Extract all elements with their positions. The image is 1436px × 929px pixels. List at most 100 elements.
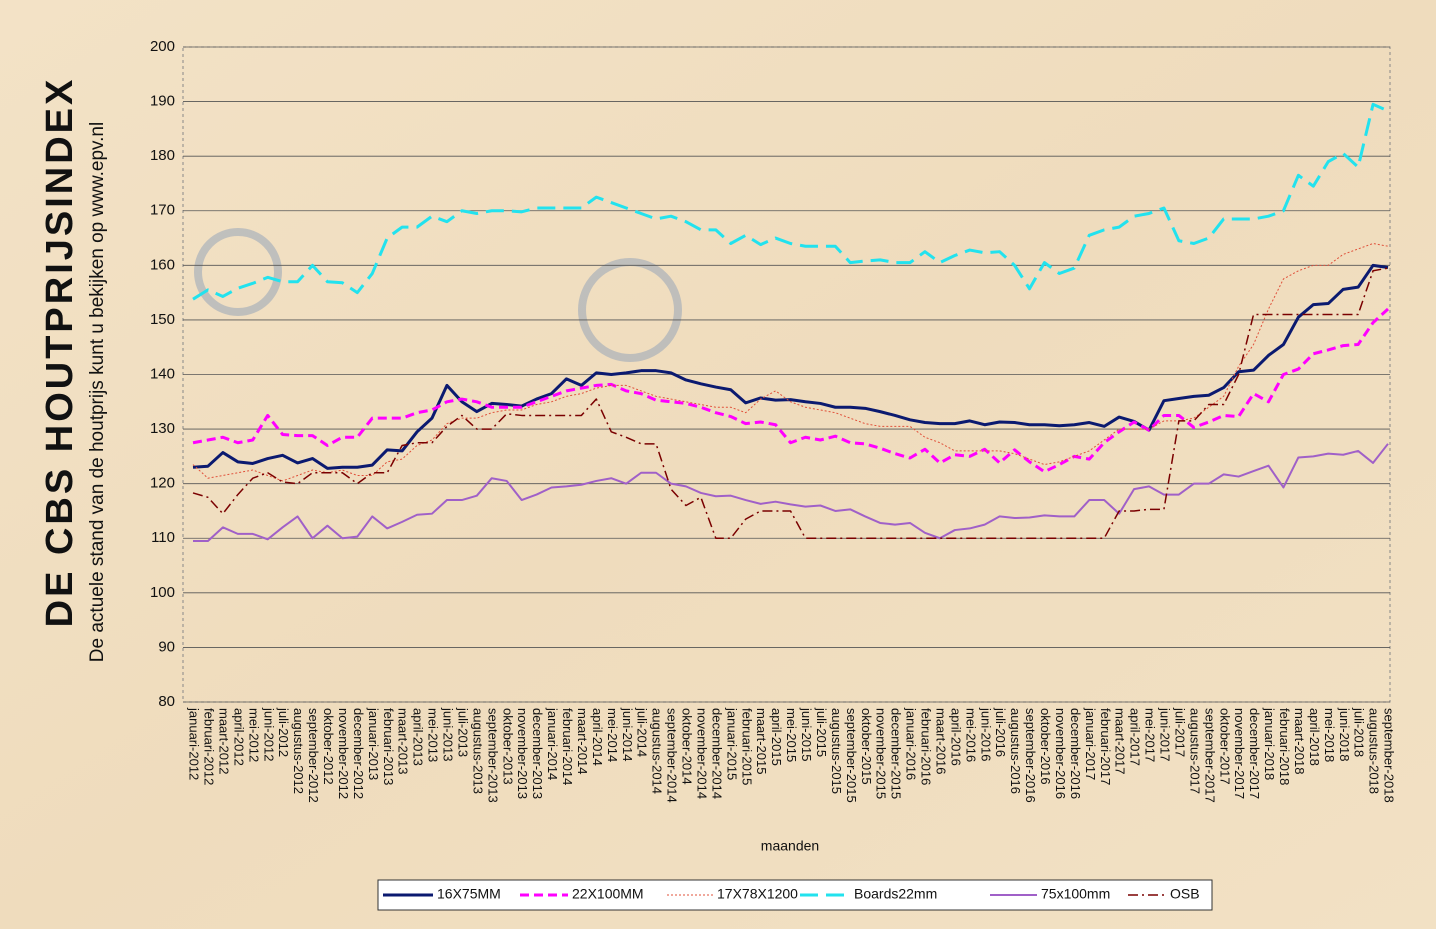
y-tick-label: 140 <box>150 365 175 382</box>
x-tick-label: juni-2012 <box>261 707 276 762</box>
x-tick-label: maart-2014 <box>575 708 590 774</box>
x-tick-label: april-2015 <box>769 708 784 766</box>
y-tick-label: 90 <box>158 638 175 655</box>
x-tick-label: februari-2018 <box>1277 708 1292 785</box>
legend-label: OSB <box>1170 886 1200 902</box>
x-tick-label: augustus-2012 <box>291 708 306 794</box>
x-tick-label: mei-2012 <box>246 708 261 762</box>
x-tick-label: februari-2014 <box>560 708 575 785</box>
x-tick-label: februari-2016 <box>919 708 934 785</box>
x-tick-label: januari-2016 <box>904 707 919 780</box>
x-tick-label: november-2012 <box>336 708 351 799</box>
legend-label: 22X100MM <box>572 886 644 902</box>
x-tick-label: juli-2015 <box>814 707 829 757</box>
x-tick-label: september-2013 <box>485 708 500 803</box>
x-tick-label: oktober-2016 <box>1038 708 1053 785</box>
x-tick-label: januari-2014 <box>545 707 560 780</box>
x-tick-label: september-2017 <box>1202 708 1217 803</box>
x-tick-label: april-2018 <box>1307 708 1322 766</box>
legend-label: 16X75MM <box>437 886 501 902</box>
x-tick-label: december-2017 <box>1247 708 1262 799</box>
x-tick-label: mei-2016 <box>963 708 978 762</box>
x-tick-label: november-2014 <box>694 708 709 799</box>
x-tick-label: juni-2017 <box>1158 707 1173 762</box>
x-tick-label: januari-2015 <box>724 707 739 780</box>
x-tick-label: mei-2018 <box>1322 708 1337 762</box>
x-tick-label: maart-2012 <box>216 708 231 774</box>
x-tick-label: juni-2013 <box>441 707 456 762</box>
x-tick-label: juli-2012 <box>276 707 291 757</box>
x-tick-label: augustus-2018 <box>1367 708 1382 794</box>
x-tick-label: oktober-2014 <box>680 708 695 785</box>
x-tick-label: april-2012 <box>231 708 246 766</box>
x-tick-label: december-2016 <box>1068 708 1083 799</box>
x-tick-label: april-2017 <box>1128 708 1143 766</box>
x-tick-label: november-2017 <box>1232 708 1247 799</box>
x-axis-label: maanden <box>761 838 819 854</box>
x-tick-label: mei-2017 <box>1143 708 1158 762</box>
x-tick-label: juni-2016 <box>978 707 993 762</box>
x-tick-label: februari-2015 <box>739 708 754 785</box>
x-tick-label: juli-2013 <box>455 707 470 757</box>
x-tick-label: mei-2013 <box>426 708 441 762</box>
x-tick-label: september-2015 <box>844 708 859 803</box>
x-tick-label: september-2012 <box>306 708 321 803</box>
page: {"chart_data": {"type": "line", "title":… <box>0 0 1436 929</box>
x-tick-label: juli-2018 <box>1352 707 1367 757</box>
x-tick-label: maart-2018 <box>1292 708 1307 774</box>
x-tick-label: juli-2016 <box>993 707 1008 757</box>
y-tick-label: 200 <box>150 38 175 55</box>
x-tick-label: maart-2015 <box>754 708 769 774</box>
y-tick-label: 170 <box>150 202 175 219</box>
legend-label: 75x100mm <box>1041 886 1110 902</box>
x-tick-label: november-2013 <box>515 708 530 799</box>
x-tick-label: augustus-2015 <box>829 708 844 794</box>
x-tick-label: december-2014 <box>709 708 724 799</box>
x-tick-label: december-2012 <box>351 708 366 799</box>
x-tick-label: augustus-2017 <box>1187 708 1202 794</box>
x-tick-label: juni-2015 <box>799 707 814 762</box>
y-tick-label: 150 <box>150 311 175 328</box>
x-tick-label: december-2015 <box>889 708 904 799</box>
x-tick-label: november-2016 <box>1053 708 1068 799</box>
x-tick-label: maart-2017 <box>1113 708 1128 774</box>
y-tick-label: 80 <box>158 693 175 710</box>
x-tick-label: oktober-2017 <box>1217 708 1232 785</box>
x-tick-label: november-2015 <box>874 708 889 799</box>
x-tick-label: september-2018 <box>1382 708 1397 803</box>
x-tick-label: januari-2017 <box>1083 707 1098 780</box>
x-tick-label: januari-2013 <box>366 707 381 780</box>
x-tick-label: maart-2016 <box>933 708 948 774</box>
x-tick-label: oktober-2012 <box>321 708 336 785</box>
x-tick-label: mei-2014 <box>605 708 620 762</box>
y-tick-label: 100 <box>150 584 175 601</box>
legend-label: Boards22mm <box>854 886 937 902</box>
chart-subtitle: De actuele stand van de houtprijs kunt u… <box>87 122 108 662</box>
x-tick-label: augustus-2016 <box>1008 708 1023 794</box>
x-tick-label: juli-2017 <box>1172 707 1187 757</box>
x-tick-label: augustus-2013 <box>470 708 485 794</box>
x-tick-label: januari-2018 <box>1262 707 1277 780</box>
x-tick-label: februari-2012 <box>202 708 217 785</box>
x-tick-label: juni-2014 <box>620 707 635 762</box>
legend-label: 17X78X1200 <box>717 886 798 902</box>
x-tick-label: juli-2014 <box>635 707 650 757</box>
y-tick-label: 180 <box>150 147 175 164</box>
x-tick-label: september-2014 <box>665 708 680 803</box>
x-tick-label: april-2014 <box>590 708 605 766</box>
y-tick-label: 110 <box>151 529 175 546</box>
chart-title: DE CBS HOUTPRIJSINDEX <box>39 77 81 628</box>
y-tick-label: 130 <box>150 420 175 437</box>
x-tick-label: juni-2018 <box>1337 707 1352 762</box>
x-tick-label: april-2013 <box>411 708 426 766</box>
chart: DE CBS HOUTPRIJSINDEX De actuele stand v… <box>0 0 1436 929</box>
x-tick-label: oktober-2013 <box>500 708 515 785</box>
x-tick-label: januari-2012 <box>187 707 202 780</box>
x-tick-label: februari-2013 <box>381 708 396 785</box>
x-tick-label: september-2016 <box>1023 708 1038 803</box>
y-tick-label: 120 <box>150 475 175 492</box>
x-tick-label: december-2013 <box>530 708 545 799</box>
x-tick-label: mei-2015 <box>784 708 799 762</box>
y-tick-label: 190 <box>150 93 175 110</box>
x-tick-label: augustus-2014 <box>650 708 665 794</box>
